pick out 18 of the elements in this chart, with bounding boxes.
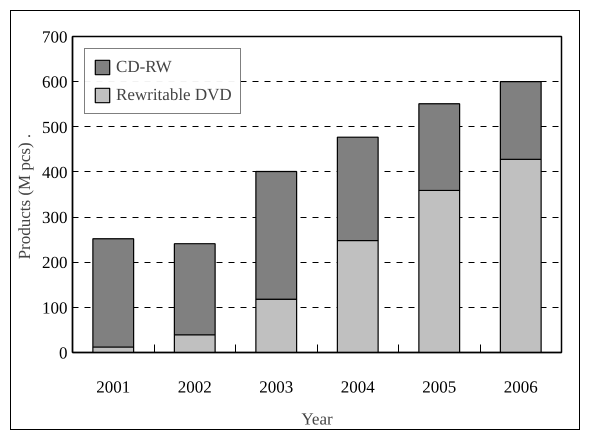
legend-label: Rewritable DVD <box>116 85 232 105</box>
y-tick-label: 0 <box>59 344 68 362</box>
y-tick-label: 100 <box>42 298 68 318</box>
legend-label: CD-RW <box>116 57 172 77</box>
x-tick-label: 2006 <box>504 378 538 396</box>
x-tick-label: 2002 <box>178 378 212 396</box>
x-axis-title: Year <box>301 410 333 428</box>
x-tick-label: 2003 <box>259 378 294 396</box>
y-tick-label: 700 <box>42 28 68 46</box>
y-tick-label: 200 <box>42 253 68 272</box>
x-tick-label: 2004 <box>340 378 376 396</box>
x-tick-label: 2005 <box>422 378 456 396</box>
y-tick-label: 400 <box>42 162 68 182</box>
y-tick-label: 300 <box>42 208 68 228</box>
y-tick-label: 600 <box>42 72 68 92</box>
y-axis-title: Products (M pcs) . <box>15 134 34 260</box>
y-tick-label: 500 <box>42 118 68 137</box>
x-tick-label: 2001 <box>96 378 130 396</box>
